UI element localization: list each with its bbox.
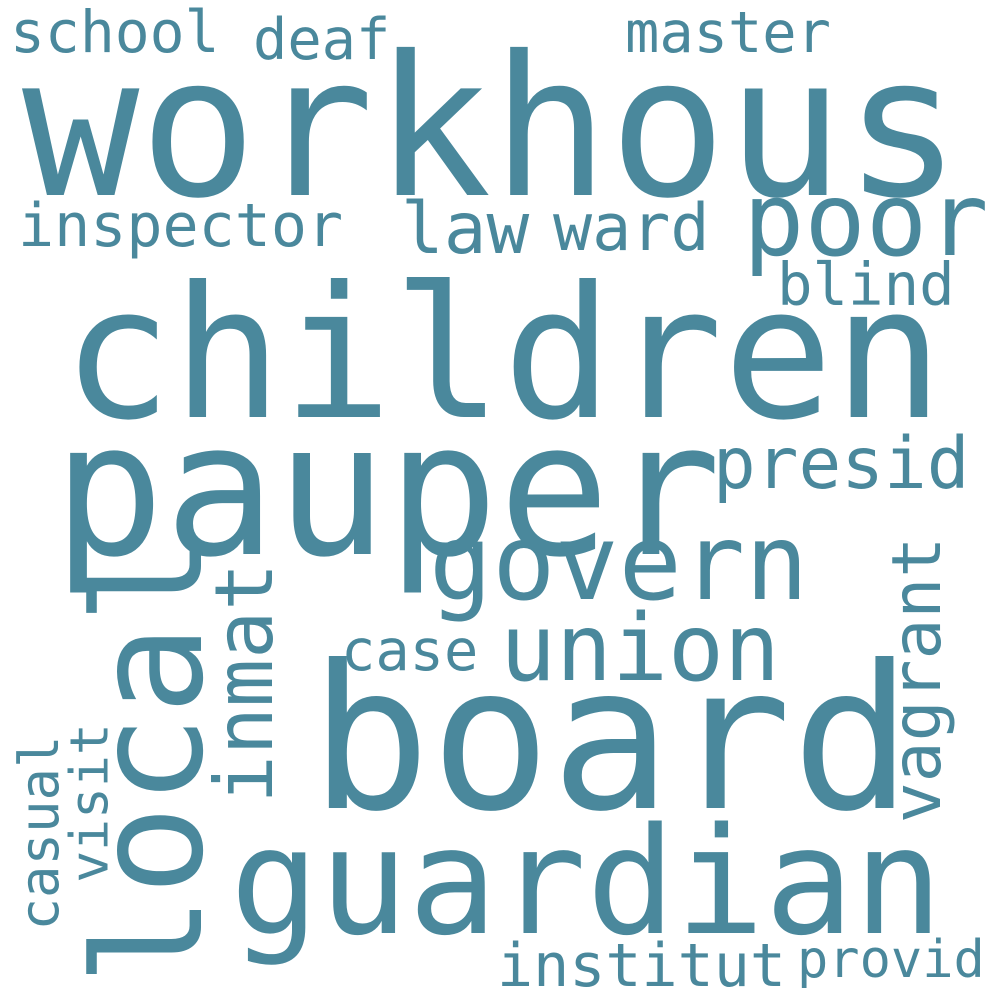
word-guardian: guardian	[230, 796, 943, 968]
word-master: master	[625, 0, 831, 66]
word-law: law	[401, 187, 530, 270]
word-children: children	[62, 248, 944, 461]
word-blind: blind	[777, 250, 955, 319]
word-inspector: inspector	[18, 191, 344, 261]
word-school: school	[10, 0, 220, 66]
word-vagrant: vagrant	[878, 536, 957, 824]
word-provid: provid	[797, 930, 985, 990]
word-workhous: workhous	[22, 14, 962, 241]
word-union: union	[500, 594, 780, 702]
word-board: board	[310, 623, 913, 856]
word-pauper: pauper	[53, 382, 722, 598]
word-visit: visit	[59, 723, 121, 883]
word-case: case	[341, 618, 479, 684]
word-ward: ward	[553, 191, 710, 266]
word-deaf: deaf	[253, 7, 391, 73]
word-govern: govern	[429, 502, 809, 624]
word-poor: poor	[743, 161, 989, 280]
word-inmat: inmat	[198, 562, 291, 804]
word-institut: institut	[497, 931, 786, 1000]
word-presid: presid	[713, 422, 970, 505]
